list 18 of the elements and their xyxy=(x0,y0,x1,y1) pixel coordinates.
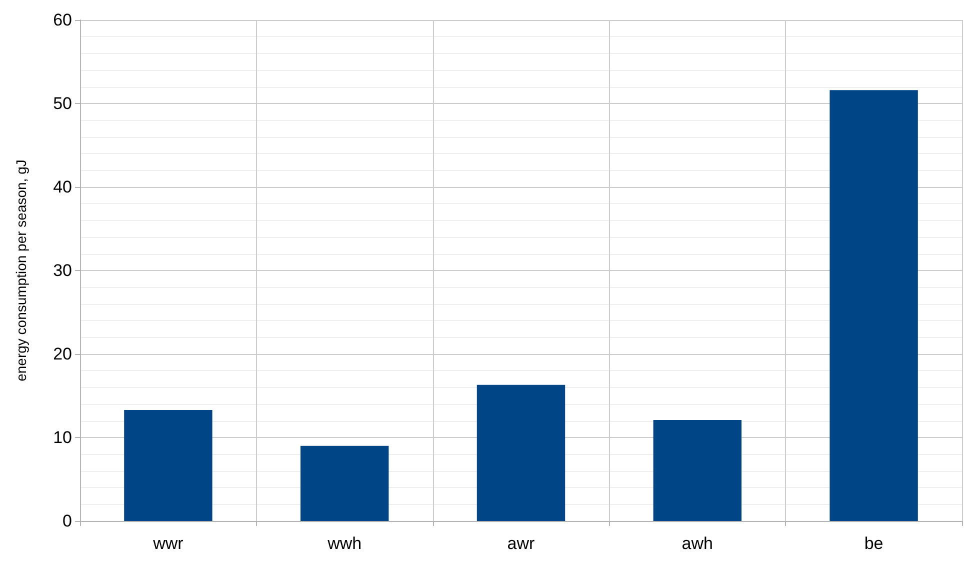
bar xyxy=(476,384,566,521)
y-tick-label: 50 xyxy=(53,94,72,113)
bar xyxy=(300,446,389,521)
y-tick-label: 30 xyxy=(53,261,72,280)
y-tick-label: 10 xyxy=(53,428,72,447)
y-tick-label: 0 xyxy=(62,512,72,530)
y-axis-title: energy consumption per season, gJ xyxy=(13,160,29,382)
x-tick-label: awh xyxy=(682,534,713,553)
x-tick-label: be xyxy=(864,534,884,553)
bar xyxy=(830,90,918,521)
y-tick-label: 20 xyxy=(53,344,72,364)
x-tick-label: wwr xyxy=(152,534,184,553)
x-tick-label: wwh xyxy=(326,534,362,553)
y-tick-label: 60 xyxy=(53,10,72,30)
y-tick-label: 40 xyxy=(53,178,72,196)
bar xyxy=(653,420,742,521)
bar xyxy=(124,410,212,521)
x-tick-label: awr xyxy=(507,534,536,553)
